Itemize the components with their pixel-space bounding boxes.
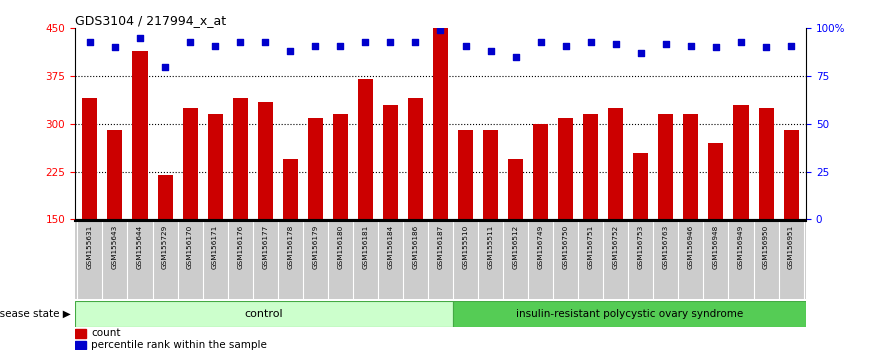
Point <box>308 43 322 48</box>
Point <box>133 35 147 41</box>
Bar <box>559 118 574 219</box>
Point <box>83 39 97 45</box>
Text: GSM155510: GSM155510 <box>463 225 469 269</box>
Point <box>784 43 798 48</box>
Point <box>534 39 548 45</box>
Text: GDS3104 / 217994_x_at: GDS3104 / 217994_x_at <box>75 14 226 27</box>
Bar <box>233 98 248 219</box>
Point <box>484 48 498 54</box>
Point <box>584 39 598 45</box>
Text: GSM156171: GSM156171 <box>212 225 218 269</box>
Text: GSM155631: GSM155631 <box>87 225 93 269</box>
Bar <box>684 114 699 219</box>
Bar <box>75 329 85 338</box>
Point <box>383 39 397 45</box>
Bar <box>75 341 85 349</box>
Point <box>409 39 423 45</box>
Text: GSM156187: GSM156187 <box>438 225 443 269</box>
Text: GSM155644: GSM155644 <box>137 225 143 269</box>
Bar <box>708 143 723 219</box>
Text: GSM156753: GSM156753 <box>638 225 644 269</box>
Point <box>333 43 347 48</box>
Bar <box>283 159 298 219</box>
Point <box>208 43 222 48</box>
Bar <box>508 159 523 219</box>
Point <box>559 43 573 48</box>
Text: GSM156180: GSM156180 <box>337 225 344 269</box>
Text: GSM155729: GSM155729 <box>162 225 168 269</box>
Bar <box>182 108 197 219</box>
Point <box>709 45 723 50</box>
Text: GSM155511: GSM155511 <box>487 225 493 269</box>
Bar <box>307 118 322 219</box>
Text: GSM155643: GSM155643 <box>112 225 118 269</box>
Point <box>433 27 448 33</box>
Point <box>359 39 373 45</box>
Bar <box>257 102 273 219</box>
Bar <box>633 153 648 219</box>
Bar <box>759 108 774 219</box>
Bar <box>783 130 798 219</box>
Point <box>734 39 748 45</box>
Text: GSM156951: GSM156951 <box>788 225 794 269</box>
Point <box>233 39 248 45</box>
Point <box>107 45 122 50</box>
Text: GSM156763: GSM156763 <box>663 225 669 269</box>
Point <box>258 39 272 45</box>
Bar <box>483 130 498 219</box>
Bar <box>608 108 624 219</box>
Point <box>609 41 623 46</box>
Text: GSM156179: GSM156179 <box>312 225 318 269</box>
Bar <box>83 98 98 219</box>
Point <box>283 48 297 54</box>
Point <box>759 45 774 50</box>
Text: GSM156176: GSM156176 <box>237 225 243 269</box>
Text: GSM156750: GSM156750 <box>563 225 569 269</box>
Point <box>684 43 698 48</box>
Text: GSM156170: GSM156170 <box>187 225 193 269</box>
Bar <box>658 114 673 219</box>
Text: count: count <box>91 329 121 338</box>
Text: GSM156950: GSM156950 <box>763 225 769 269</box>
Bar <box>107 130 122 219</box>
Text: GSM156948: GSM156948 <box>713 225 719 269</box>
Text: GSM156946: GSM156946 <box>688 225 694 269</box>
Bar <box>132 51 147 219</box>
Bar <box>583 114 598 219</box>
Bar <box>75 301 453 327</box>
Text: GSM156749: GSM156749 <box>537 225 544 269</box>
Text: GSM156181: GSM156181 <box>362 225 368 269</box>
Text: control: control <box>245 309 284 319</box>
Point <box>158 64 172 69</box>
Bar <box>458 130 473 219</box>
Text: GSM156184: GSM156184 <box>388 225 394 269</box>
Text: GSM156512: GSM156512 <box>513 225 519 269</box>
Text: GSM156186: GSM156186 <box>412 225 418 269</box>
Bar <box>358 79 373 219</box>
Bar <box>408 98 423 219</box>
Text: GSM156949: GSM156949 <box>738 225 744 269</box>
Bar <box>158 175 173 219</box>
Text: GSM156178: GSM156178 <box>287 225 293 269</box>
Bar <box>333 114 348 219</box>
Bar <box>208 114 223 219</box>
Text: insulin-resistant polycystic ovary syndrome: insulin-resistant polycystic ovary syndr… <box>516 309 744 319</box>
Point <box>659 41 673 46</box>
Point <box>183 39 197 45</box>
Bar <box>453 301 806 327</box>
Point <box>633 50 648 56</box>
Text: GSM156752: GSM156752 <box>613 225 618 269</box>
Bar <box>383 105 398 219</box>
Text: GSM156177: GSM156177 <box>263 225 268 269</box>
Text: percentile rank within the sample: percentile rank within the sample <box>91 340 267 350</box>
Bar <box>533 124 548 219</box>
Bar <box>734 105 749 219</box>
Point <box>458 43 472 48</box>
Text: GSM156751: GSM156751 <box>588 225 594 269</box>
Text: disease state ▶: disease state ▶ <box>0 309 70 319</box>
Point <box>508 54 522 60</box>
Bar <box>433 28 448 219</box>
